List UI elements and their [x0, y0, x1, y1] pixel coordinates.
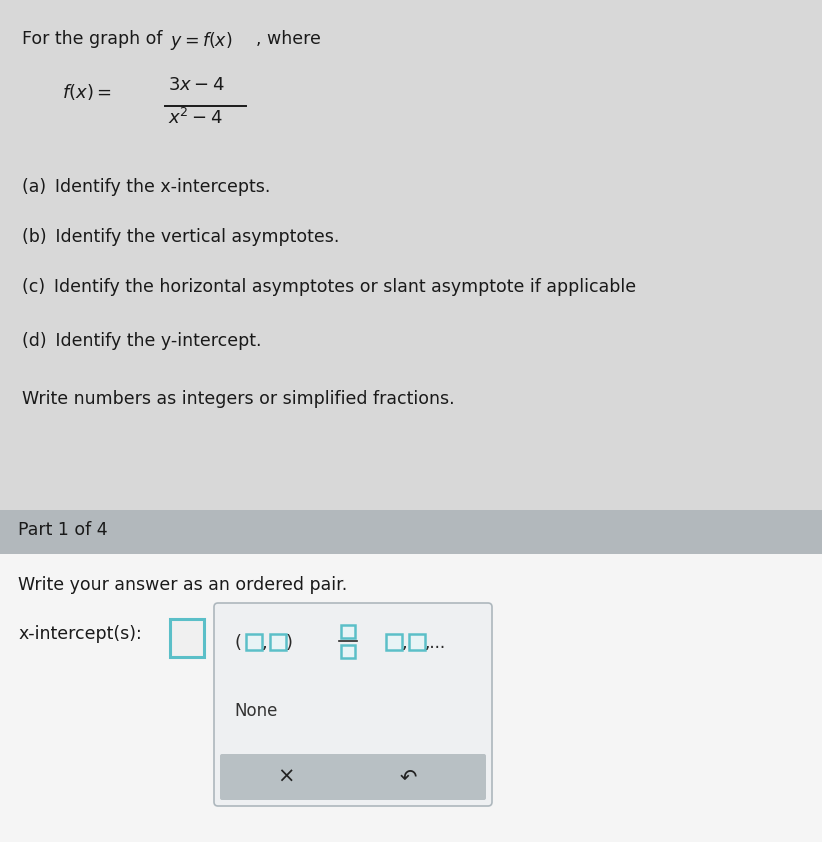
- Text: ,...: ,...: [425, 634, 446, 652]
- FancyBboxPatch shape: [214, 603, 492, 806]
- FancyBboxPatch shape: [0, 0, 822, 510]
- Text: (a) Identify the x-intercepts.: (a) Identify the x-intercepts.: [22, 178, 270, 196]
- FancyBboxPatch shape: [341, 645, 355, 658]
- FancyBboxPatch shape: [386, 634, 402, 650]
- Text: None: None: [234, 702, 277, 720]
- Text: , where: , where: [256, 30, 321, 48]
- Text: x-intercept(s):: x-intercept(s):: [18, 625, 141, 643]
- Text: (: (: [234, 634, 241, 652]
- Text: $3x-4$: $3x-4$: [168, 76, 224, 94]
- Text: (d) Identify the y-intercept.: (d) Identify the y-intercept.: [22, 332, 261, 350]
- FancyBboxPatch shape: [409, 634, 425, 650]
- FancyBboxPatch shape: [170, 619, 204, 657]
- Text: Part 1 of 4: Part 1 of 4: [18, 521, 108, 539]
- Text: For the graph of: For the graph of: [22, 30, 168, 48]
- Text: ,: ,: [402, 634, 408, 652]
- FancyBboxPatch shape: [341, 625, 355, 638]
- Text: $y = f(x)$: $y = f(x)$: [170, 30, 233, 52]
- FancyBboxPatch shape: [220, 754, 486, 800]
- Text: Write numbers as integers or simplified fractions.: Write numbers as integers or simplified …: [22, 390, 455, 408]
- FancyBboxPatch shape: [0, 510, 822, 554]
- Text: (b) Identify the vertical asymptotes.: (b) Identify the vertical asymptotes.: [22, 228, 339, 246]
- Text: $f(x) =$: $f(x) =$: [62, 82, 112, 102]
- FancyBboxPatch shape: [246, 634, 262, 650]
- Text: $x^2-4$: $x^2-4$: [168, 108, 223, 128]
- Text: ↶: ↶: [399, 767, 417, 787]
- Text: ×: ×: [277, 767, 295, 787]
- FancyBboxPatch shape: [270, 634, 286, 650]
- Text: ): ): [286, 634, 293, 652]
- Text: ,: ,: [262, 634, 268, 652]
- FancyBboxPatch shape: [0, 510, 822, 842]
- Text: Write your answer as an ordered pair.: Write your answer as an ordered pair.: [18, 576, 347, 594]
- Text: (c) Identify the horizontal asymptotes or slant asymptote if applicable: (c) Identify the horizontal asymptotes o…: [22, 278, 636, 296]
